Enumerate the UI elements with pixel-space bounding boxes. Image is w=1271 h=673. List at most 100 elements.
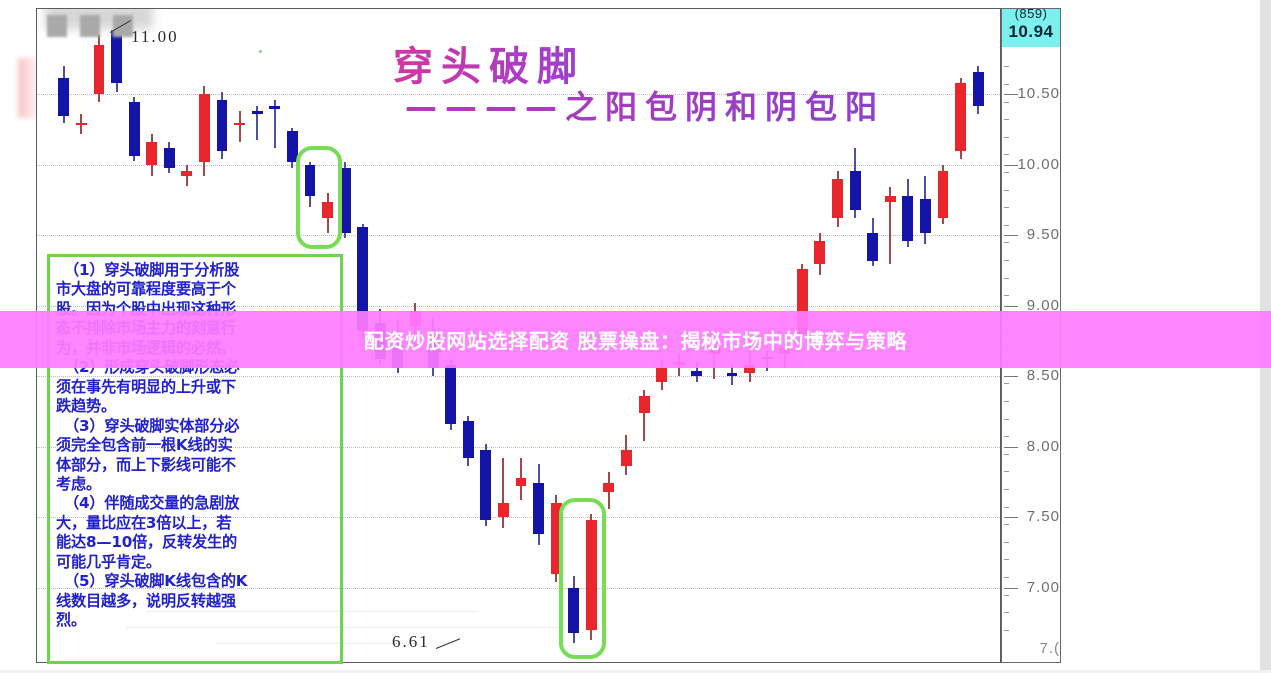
candle-wick (238, 111, 241, 143)
note-line: （3）穿头破脚实体部分必 (64, 416, 240, 435)
candle-body (691, 370, 703, 377)
price-label-8.00: 8.00 (1026, 437, 1060, 455)
candle (533, 463, 545, 546)
candle-body (199, 94, 210, 163)
candle (972, 66, 984, 115)
price-tick-10.00 (1004, 164, 1018, 166)
price-tick-8.00 (1004, 446, 1018, 448)
candle-body (533, 483, 545, 535)
bottom-edge (0, 670, 1271, 673)
candle-body (937, 170, 949, 219)
candle-body (445, 364, 457, 425)
price-minor-tick (1004, 541, 1009, 543)
ghost-line-2 (217, 643, 417, 644)
candle (849, 148, 861, 219)
candle-body (251, 111, 263, 115)
price-label-partial: 7.( (1039, 640, 1060, 657)
note-line: 须在事先有明显的上升或下 (56, 377, 236, 396)
instrument-code: (859) (1014, 9, 1048, 21)
candle (75, 114, 87, 134)
price-minor-tick (1004, 594, 1009, 596)
candle (216, 91, 228, 160)
candle (603, 472, 615, 509)
candle (814, 232, 826, 275)
last-price-value: 10.94 (1008, 22, 1054, 41)
price-minor-tick (1004, 559, 1009, 561)
candle-body (480, 449, 492, 520)
price-minor-tick (1004, 224, 1009, 226)
candle-body (216, 100, 228, 151)
callout-11-00: 11.00 (131, 27, 179, 46)
price-minor-tick (1004, 136, 1009, 138)
candle (286, 128, 298, 168)
candle-body (146, 142, 158, 165)
candle-body (163, 148, 175, 168)
price-minor-tick (1004, 400, 1009, 402)
price-label-9.00: 9.00 (1026, 296, 1060, 314)
candle (550, 494, 562, 582)
candle (515, 457, 527, 501)
chart-title-sub: ————之阳包阴和阴包阳 (405, 82, 885, 128)
candle-body (796, 269, 808, 334)
candle-body (128, 101, 140, 157)
candle (884, 187, 896, 264)
candle (902, 179, 914, 247)
candle (955, 77, 967, 160)
candle-body (726, 373, 738, 377)
note-line: （4）伴随成交量的急剧放 (64, 494, 240, 513)
note-line: 考虑。 (56, 474, 101, 493)
price-label-7.50: 7.50 (1026, 508, 1060, 526)
note-line: 市大盘的可靠程度要高于个 (56, 280, 236, 299)
price-minor-tick (1004, 629, 1009, 631)
candle (304, 162, 316, 208)
candle (621, 435, 632, 475)
green-speck (259, 50, 262, 53)
note-line: 能达8—10倍，反转发生的 (56, 533, 237, 552)
price-minor-tick (1004, 101, 1009, 103)
price-label-10.00: 10.00 (1017, 155, 1060, 173)
candle-body (497, 503, 509, 518)
note-line: 体部分，而上下影线可能不 (56, 455, 236, 474)
candle (199, 86, 210, 177)
candle (181, 164, 193, 187)
candle (111, 24, 122, 92)
candle (638, 390, 650, 442)
candle (234, 111, 246, 143)
candle (656, 359, 668, 391)
gridline-7.00 (37, 587, 1000, 589)
price-minor-tick (1004, 612, 1009, 614)
price-minor-tick (1004, 66, 1009, 68)
candle-body (744, 364, 756, 374)
candle-body (832, 179, 843, 219)
redacted-block-3 (113, 15, 133, 37)
candle (691, 362, 703, 382)
candle (480, 443, 492, 526)
price-minor-tick (1004, 488, 1009, 490)
redacted-block-1 (47, 15, 67, 37)
candle-body (286, 131, 298, 163)
price-minor-tick (1004, 260, 1009, 262)
candle-body (621, 449, 632, 467)
candle-body (93, 45, 105, 95)
candle-body (920, 198, 931, 233)
price-tick-9.50 (1004, 235, 1018, 237)
price-minor-tick (1004, 83, 1009, 85)
price-minor-tick (1004, 577, 1009, 579)
candle-body (462, 421, 474, 458)
gridline-9.00 (37, 305, 1000, 307)
candle-body (357, 226, 369, 332)
gridline-9.50 (37, 235, 1000, 237)
candle (163, 142, 175, 174)
candle (93, 35, 105, 102)
candle (269, 100, 281, 148)
highlight-box-yinbaoyang (295, 146, 342, 249)
note-line: 可能几乎肯定。 (56, 552, 161, 571)
candle (146, 133, 158, 177)
note-line: 线数目越多，说明反转越强 (56, 591, 236, 610)
candle (568, 576, 580, 643)
price-minor-tick (1004, 436, 1009, 438)
gridline-10.50 (37, 94, 1000, 96)
price-minor-tick (1004, 295, 1009, 297)
highlight-box-yangbaoyin (559, 498, 606, 659)
candle-body (814, 241, 826, 264)
